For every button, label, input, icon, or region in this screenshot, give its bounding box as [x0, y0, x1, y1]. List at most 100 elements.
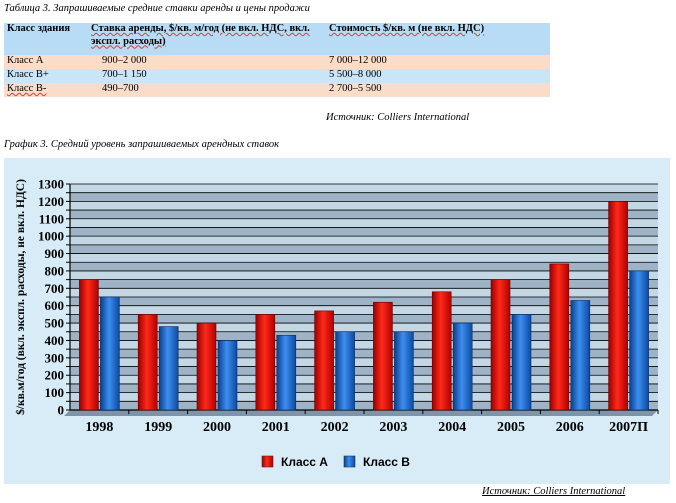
bar-class-b	[511, 314, 532, 411]
plot-band	[70, 366, 658, 376]
bar-class-a	[373, 301, 393, 411]
plot-band	[70, 210, 658, 219]
plot-band	[70, 262, 658, 271]
rent-table: Класс здания Ставка аренды, $/кв. м/год …	[4, 23, 550, 97]
bar-class-b	[217, 340, 238, 411]
y-tick-label: 300	[45, 350, 65, 365]
bar-class-a	[431, 291, 452, 411]
x-tick-label: 2004	[438, 420, 466, 435]
plot-band	[70, 375, 658, 384]
plot-band	[70, 184, 658, 193]
header-class-label: Класс здания	[7, 23, 71, 34]
plot-band	[70, 383, 658, 393]
legend-label-class-b: Класс В	[363, 455, 410, 469]
y-tick-label: 100	[45, 385, 65, 400]
legend-swatch-class-b	[343, 455, 356, 468]
x-tick-label: 2007П	[609, 420, 648, 435]
chart-source: Источник: Colliers International	[482, 486, 625, 497]
y-tick-label: 200	[45, 368, 65, 383]
x-tick-label: 2002	[321, 420, 349, 435]
y-tick-label: 1100	[39, 211, 64, 226]
bar-class-a	[79, 279, 99, 411]
chart-panel: 0 100 200 300 400 500 600 700 800 900 1000 1100 1200…	[4, 158, 670, 484]
plot-band	[70, 227, 658, 237]
plot-band	[70, 297, 658, 306]
plot-band	[70, 253, 658, 263]
legend-swatch-class-a	[261, 455, 274, 468]
y-tick-label: 0	[58, 403, 65, 418]
plot-band	[70, 236, 658, 245]
table-cell: 490–700	[88, 83, 326, 97]
plot-band	[70, 340, 658, 350]
x-tick-label: 1998	[85, 420, 113, 435]
bar-chart: 0 100 200 300 400 500 600 700 800 900 1000 1100 1200…	[14, 177, 659, 469]
y-tick-label: 1300	[38, 177, 64, 192]
plot-band	[70, 349, 658, 358]
plot-band	[70, 331, 658, 341]
plot-band	[70, 218, 658, 228]
table-row: Класс В+ 700–1 150 5 500–8 000	[4, 69, 550, 83]
plot-band	[70, 244, 658, 254]
plot-band	[70, 401, 658, 410]
table-caption: Таблица 3. Запрашиваемые средние ставки …	[4, 3, 310, 14]
bar-class-b	[452, 322, 473, 411]
header-class: Класс здания	[4, 23, 88, 55]
plot-band	[70, 305, 658, 315]
plot-band	[70, 270, 658, 280]
bar-class-b	[276, 334, 297, 411]
table-cell: Класс А	[4, 55, 88, 69]
header-rent-label: Ставка аренды, $/кв. м/год (не вкл. НДС,…	[91, 23, 310, 47]
header-rent: Ставка аренды, $/кв. м/год (не вкл. НДС,…	[88, 23, 326, 55]
y-tick-label: 500	[45, 316, 65, 331]
bar-class-a	[196, 322, 217, 411]
bar-class-b	[100, 296, 120, 411]
bar-class-a	[490, 279, 511, 411]
y-tick-label: 1200	[38, 194, 64, 209]
bar-class-b	[394, 331, 414, 411]
x-tick-label: 2000	[203, 420, 231, 435]
y-axis-label: $/кв.м/год (вкл. экспл. расходы, не вкл.…	[14, 179, 27, 415]
plot-band	[70, 357, 658, 367]
table-row: Класс А 900–2 000 7 000–12 000	[4, 55, 550, 69]
plot-band	[70, 201, 658, 211]
header-price-label: Стоимость $/кв. м (не вкл. НДС)	[329, 23, 485, 34]
plot-band	[70, 192, 658, 202]
bar-class-a	[314, 310, 334, 411]
bar-class-b	[629, 270, 649, 411]
table-cell: Класс В+	[4, 69, 88, 83]
header-price: Стоимость $/кв. м (не вкл. НДС)	[326, 23, 550, 55]
table-cell: 5 500–8 000	[326, 69, 550, 83]
x-tick-label: 2006	[556, 420, 584, 435]
bar-class-a	[255, 314, 276, 411]
y-tick-label: 900	[45, 246, 65, 261]
y-tick-label: 1000	[38, 229, 64, 244]
table-header-row: Класс здания Ставка аренды, $/кв. м/год …	[4, 23, 550, 55]
legend-label-class-a: Класс А	[281, 455, 328, 469]
table-row: Класс В- 490–700 2 700–5 500	[4, 83, 550, 97]
table-source: Источник: Colliers International	[326, 112, 470, 123]
plot-band	[70, 323, 658, 332]
table-cell: 7 000–12 000	[326, 55, 550, 69]
table-cell: 700–1 150	[88, 69, 326, 83]
bar-class-b	[570, 300, 591, 411]
table-cell: Класс В-	[4, 83, 88, 97]
plot-floor	[64, 410, 658, 416]
plot-band	[70, 314, 658, 324]
y-tick-label: 800	[45, 263, 65, 278]
bar-class-b	[158, 326, 179, 411]
y-tick-label: 600	[45, 298, 65, 313]
table-cell: 900–2 000	[88, 55, 326, 69]
bar-class-a	[549, 263, 570, 411]
plot-band	[70, 392, 658, 402]
chart-caption: График 3. Средний уровень запрашиваемых …	[4, 139, 280, 150]
chart-source-text: Источник: Colliers International	[482, 486, 626, 497]
plot-band	[70, 288, 658, 297]
x-tick-label: 2001	[262, 420, 290, 435]
bar-class-a	[608, 201, 628, 411]
x-tick-label: 2005	[497, 420, 525, 435]
x-tick-label: 2003	[379, 420, 407, 435]
table-cell: 2 700–5 500	[326, 83, 550, 97]
bar-class-b	[335, 331, 355, 411]
x-tick-label: 1999	[144, 420, 172, 435]
y-tick-label: 400	[45, 333, 65, 348]
